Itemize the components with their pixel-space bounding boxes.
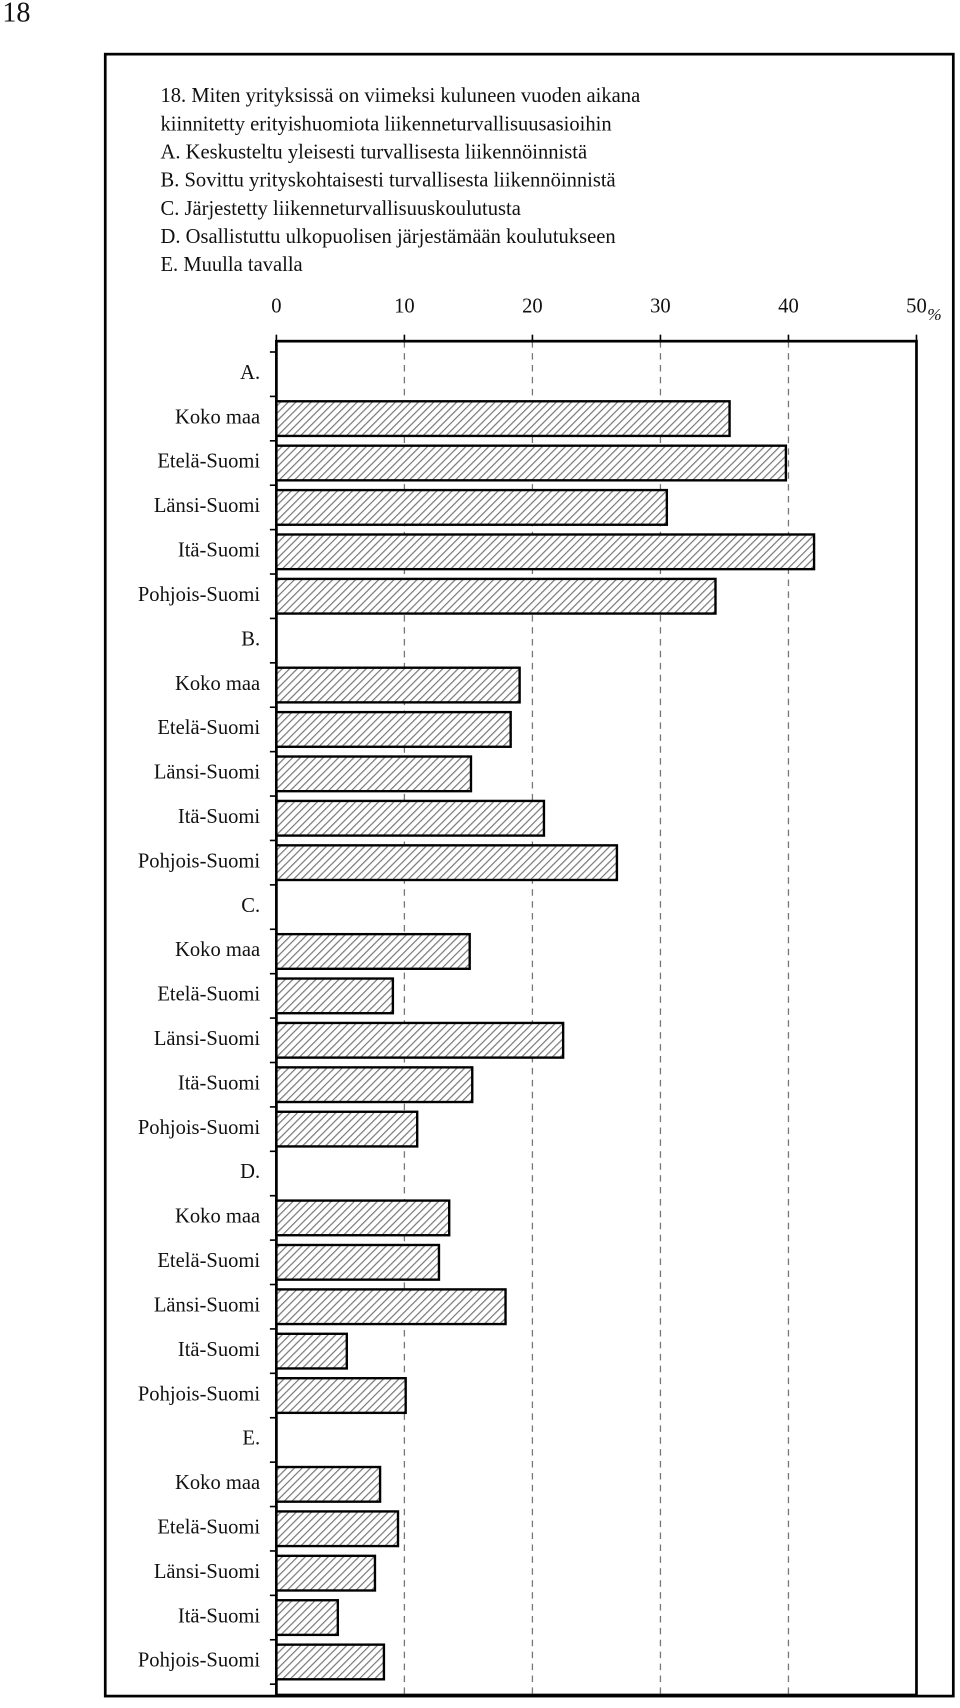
y-tick-label: Pohjois-Suomi bbox=[138, 584, 261, 606]
y-tick-label: Pohjois-Suomi bbox=[138, 1650, 261, 1672]
bar bbox=[275, 577, 717, 615]
y-tick-label: Etelä-Suomi bbox=[157, 717, 260, 739]
y-tick-label: Pohjois-Suomi bbox=[138, 1117, 261, 1139]
bar bbox=[275, 1021, 565, 1059]
y-tick-label: Koko maa bbox=[175, 1472, 260, 1494]
bar bbox=[275, 1288, 507, 1326]
bar bbox=[275, 1599, 340, 1637]
y-tick-label: Länsi-Suomi bbox=[154, 762, 261, 784]
page-number: 18 bbox=[2, 0, 30, 29]
x-tick-label: 50 bbox=[906, 295, 927, 317]
y-tick-label: E. bbox=[242, 1428, 260, 1450]
bar bbox=[275, 710, 512, 748]
y-tick-label: Etelä-Suomi bbox=[157, 1516, 260, 1538]
y-tick-label: Etelä-Suomi bbox=[157, 451, 260, 473]
y-tick-label: Itä-Suomi bbox=[178, 540, 261, 562]
title-line: D. Osallistuttu ulkopuolisen järjestämää… bbox=[160, 226, 615, 248]
bar bbox=[275, 1465, 382, 1503]
title-line: 18. Miten yrityksissä on viimeksi kulune… bbox=[160, 85, 640, 107]
x-unit: % bbox=[927, 305, 941, 324]
bar bbox=[275, 1110, 419, 1148]
bar bbox=[275, 1332, 348, 1370]
bar bbox=[275, 400, 731, 438]
bar bbox=[275, 977, 395, 1015]
bar bbox=[275, 1066, 474, 1104]
bar bbox=[275, 1510, 400, 1548]
y-tick-label: Länsi-Suomi bbox=[154, 1028, 261, 1050]
x-tick-label: 20 bbox=[522, 295, 543, 317]
title-line: A. Keskusteltu yleisesti turvallisesta l… bbox=[160, 142, 587, 164]
y-tick-label: Koko maa bbox=[175, 406, 260, 428]
y-tick-label: Itä-Suomi bbox=[178, 806, 261, 828]
title-line: kiinnitetty erityishuomiota liikenneturv… bbox=[160, 113, 611, 135]
y-tick-label: B. bbox=[241, 628, 260, 650]
y-tick-label: Koko maa bbox=[175, 1206, 260, 1228]
bar bbox=[275, 1554, 377, 1592]
bar bbox=[275, 755, 473, 793]
bar bbox=[275, 1243, 441, 1281]
x-tick-label: 40 bbox=[778, 295, 799, 317]
bar bbox=[275, 1377, 407, 1415]
bar bbox=[275, 444, 788, 482]
bar bbox=[275, 488, 669, 526]
bar bbox=[275, 533, 816, 571]
y-tick-label: Pohjois-Suomi bbox=[138, 1383, 261, 1405]
title-line: B. Sovittu yrityskohtaisesti turvallises… bbox=[160, 170, 615, 192]
bar bbox=[275, 1199, 451, 1237]
y-tick-label: Etelä-Suomi bbox=[157, 984, 260, 1006]
y-tick-label: Pohjois-Suomi bbox=[138, 850, 261, 872]
y-tick-label: Koko maa bbox=[175, 673, 260, 695]
title-line: C. Järjestetty liikenneturvallisuuskoulu… bbox=[160, 198, 520, 220]
title-line: E. Muulla tavalla bbox=[160, 254, 302, 276]
bar bbox=[275, 932, 471, 970]
y-tick-label: C. bbox=[241, 895, 260, 917]
x-tick-label: 10 bbox=[394, 295, 415, 317]
bar bbox=[275, 799, 546, 837]
y-tick-label: Itä-Suomi bbox=[178, 1339, 261, 1361]
bar bbox=[275, 844, 619, 882]
x-tick-label: 0 bbox=[271, 295, 281, 317]
x-tick-label: 30 bbox=[650, 295, 671, 317]
bar bbox=[275, 1643, 386, 1681]
y-tick-label: Koko maa bbox=[175, 939, 260, 961]
y-tick-label: Itä-Suomi bbox=[178, 1072, 261, 1094]
y-tick-label: Länsi-Suomi bbox=[154, 1561, 261, 1583]
y-tick-label: Länsi-Suomi bbox=[154, 495, 261, 517]
y-tick-label: D. bbox=[240, 1161, 260, 1183]
y-tick-label: A. bbox=[240, 362, 260, 384]
y-tick-label: Etelä-Suomi bbox=[157, 1250, 260, 1272]
y-tick-label: Itä-Suomi bbox=[178, 1605, 261, 1627]
bar bbox=[275, 666, 521, 704]
y-tick-label: Länsi-Suomi bbox=[154, 1294, 261, 1316]
